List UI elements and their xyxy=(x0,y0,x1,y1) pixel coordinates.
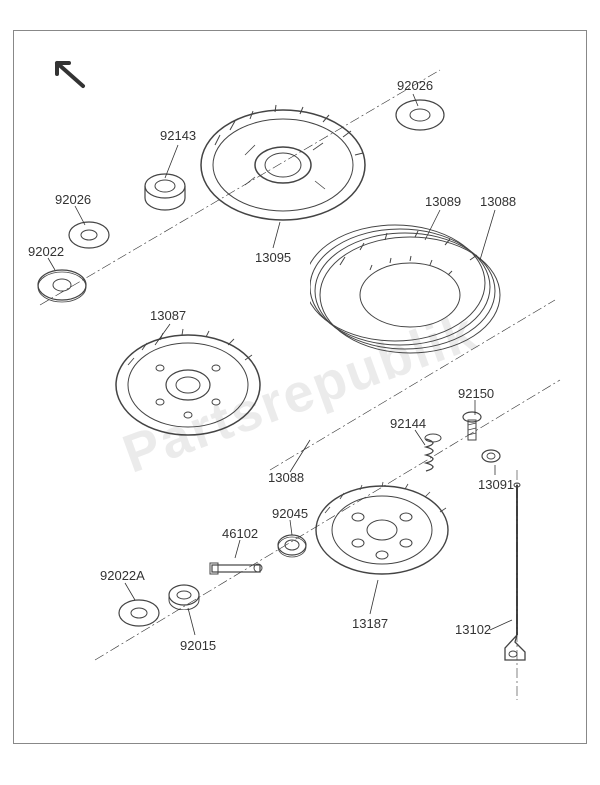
clutch-housing-icon xyxy=(195,95,370,235)
label-92022A: 92022A xyxy=(100,568,145,583)
label-92144: 92144 xyxy=(390,416,426,431)
holder-icon xyxy=(480,445,502,467)
washer-icon xyxy=(35,265,90,305)
label-13088-upper: 13088 xyxy=(480,194,516,209)
label-92143: 92143 xyxy=(160,128,196,143)
label-92026-left: 92026 xyxy=(55,192,91,207)
friction-plates-icon xyxy=(310,215,510,375)
clutch-hub-icon xyxy=(110,320,265,450)
label-13087: 13087 xyxy=(150,308,186,323)
bearing-icon xyxy=(275,530,310,560)
label-13088-lower: 13088 xyxy=(268,470,304,485)
label-13102: 13102 xyxy=(455,622,491,637)
release-rod-icon xyxy=(497,480,537,680)
label-92015: 92015 xyxy=(180,638,216,653)
label-92026-right: 92026 xyxy=(397,78,433,93)
nut-icon-2 xyxy=(165,580,203,610)
orientation-arrow-icon xyxy=(45,48,95,98)
label-13091: 13091 xyxy=(478,477,514,492)
washer-a-icon xyxy=(115,595,163,631)
label-92022: 92022 xyxy=(28,244,64,259)
label-92150: 92150 xyxy=(458,386,494,401)
collar-icon xyxy=(140,170,190,212)
bolt-icon xyxy=(458,410,486,448)
label-13089: 13089 xyxy=(425,194,461,209)
rod-icon xyxy=(208,555,266,583)
label-13187: 13187 xyxy=(352,616,388,631)
clutch-operating-plate-icon xyxy=(310,475,455,585)
label-13095: 13095 xyxy=(255,250,291,265)
label-46102: 46102 xyxy=(222,526,258,541)
label-92045: 92045 xyxy=(272,506,308,521)
spacer-left-icon xyxy=(65,218,113,253)
spacer-upper-right-icon xyxy=(393,95,448,135)
spring-icon xyxy=(418,433,448,475)
